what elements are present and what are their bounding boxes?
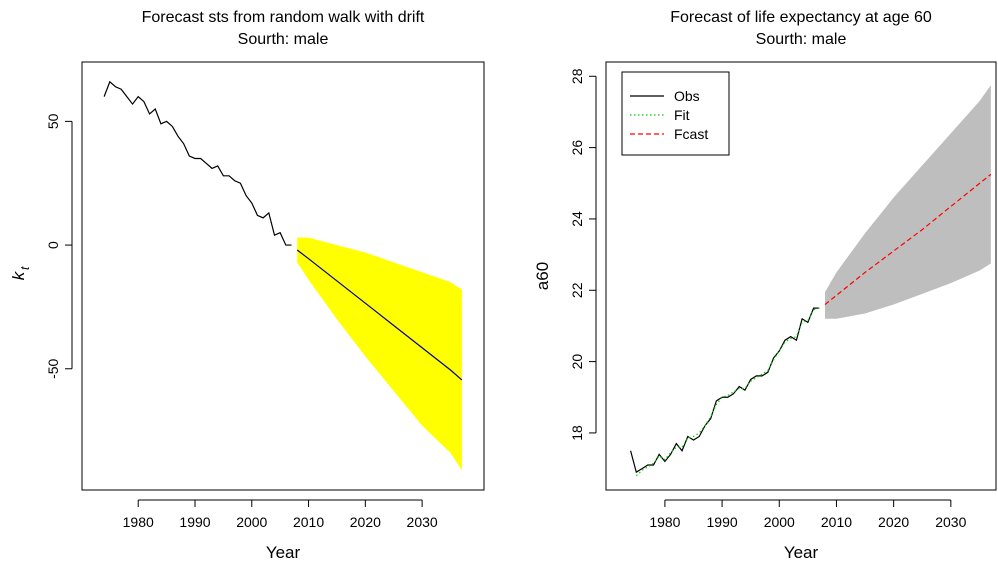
plot-frame xyxy=(605,61,997,491)
legend-label: Obs xyxy=(674,88,700,104)
series-line xyxy=(630,307,820,474)
x-tick-label: 2010 xyxy=(293,514,324,530)
y-tick-label: 26 xyxy=(569,140,585,156)
x-tick-label: 1990 xyxy=(179,514,210,530)
x-tick-label: 2020 xyxy=(878,514,909,530)
y-tick-label: -50 xyxy=(45,358,61,378)
x-axis-label: Year xyxy=(266,543,301,562)
y-axis-label-sub: t xyxy=(18,266,32,270)
y-tick-label: 20 xyxy=(569,354,585,370)
series-line xyxy=(824,173,992,306)
x-tick-label: 1990 xyxy=(707,514,738,530)
prediction-band xyxy=(825,85,991,319)
legend-label: Fcast xyxy=(674,126,708,142)
x-tick-label: 1980 xyxy=(123,514,154,530)
x-tick-label: 2010 xyxy=(821,514,852,530)
legend-box xyxy=(621,71,730,156)
x-tick-label: 2000 xyxy=(236,514,267,530)
plot-frame xyxy=(81,61,485,491)
series-line xyxy=(103,80,292,246)
y-tick-label: 18 xyxy=(569,425,585,441)
x-tick-label: 2000 xyxy=(764,514,795,530)
y-axis-label: a60 xyxy=(533,262,552,290)
y-tick-label: 28 xyxy=(569,68,585,84)
y-tick-label: 0 xyxy=(45,241,61,249)
x-axis-label: Year xyxy=(784,543,819,562)
y-tick-label: 22 xyxy=(569,282,585,298)
legend-label: Fit xyxy=(674,107,690,123)
x-tick-label: 2020 xyxy=(350,514,381,530)
x-tick-label: 1980 xyxy=(649,514,680,530)
y-axis-label-text: a60 xyxy=(533,262,552,290)
series-line xyxy=(296,249,463,381)
y-axis-label: kt xyxy=(9,266,32,280)
y-tick-label: 24 xyxy=(569,211,585,227)
y-axis-label-text: k xyxy=(9,270,28,280)
chart-subtitle: Sourth: male xyxy=(238,31,329,48)
chart-title: Forecast sts from random walk with drift xyxy=(142,9,425,26)
x-tick-label: 2030 xyxy=(935,514,966,530)
chart-subtitle: Sourth: male xyxy=(756,31,847,48)
x-tick-label: 2030 xyxy=(407,514,438,530)
prediction-band xyxy=(297,237,462,471)
y-tick-label: 50 xyxy=(45,113,61,129)
chart-title: Forecast of life expectancy at age 60 xyxy=(670,9,932,26)
series-line xyxy=(635,307,820,477)
